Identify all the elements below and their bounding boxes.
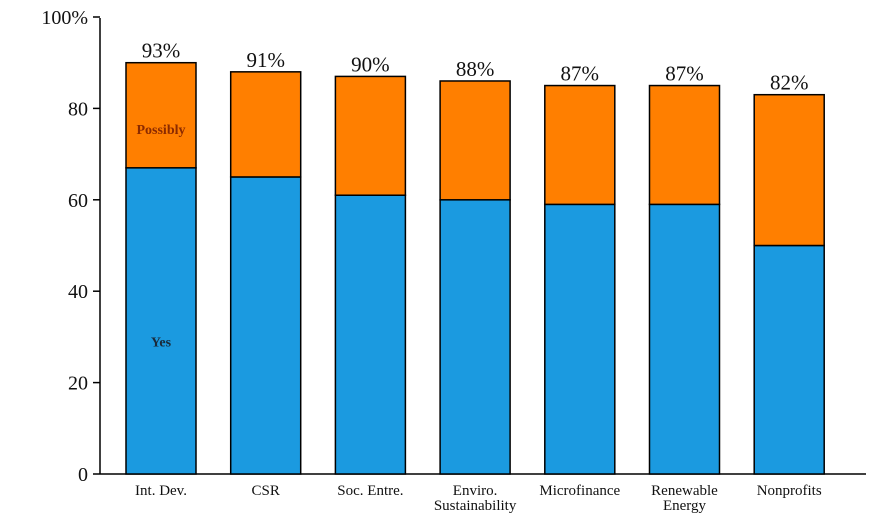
bar-possibly-segment xyxy=(753,93,825,247)
x-category-label: Soc. Entre. xyxy=(337,483,403,499)
x-category-label: Renewable xyxy=(651,483,718,499)
segment-label-possibly: Possibly xyxy=(136,123,185,138)
x-category-label: CSR xyxy=(252,483,280,499)
bar-yes-segment xyxy=(439,199,511,475)
bar-total-label: 93% xyxy=(142,39,181,63)
y-tick-label: 40 xyxy=(68,281,88,303)
x-category-label: Microfinance xyxy=(539,483,620,499)
segment-label-yes: Yes xyxy=(151,335,172,350)
bar-possibly-segment xyxy=(334,75,407,196)
labels-group: 93% Int. Dev. 91% CSR 90% Soc. Entre. 88% Envir… xyxy=(135,39,822,514)
y-tick-label: 100% xyxy=(41,7,88,29)
y-tick-label: 0 xyxy=(78,464,88,486)
y-tick-label: 60 xyxy=(68,190,88,212)
y-tick-label: 20 xyxy=(68,373,88,395)
bar-yes-segment xyxy=(334,194,407,475)
y-tick-label: 80 xyxy=(68,98,88,120)
x-category-label: Int. Dev. xyxy=(135,483,187,499)
bar-possibly-segment xyxy=(648,84,721,206)
bar-total-label: 87% xyxy=(665,62,704,86)
x-category-label: Enviro. xyxy=(453,483,498,499)
bar-yes-segment xyxy=(229,176,302,475)
bar-total-label: 90% xyxy=(351,52,390,76)
axes-group: 0 20 40 60 80 100% xyxy=(41,7,866,486)
bar-yes-segment xyxy=(648,203,721,475)
bar-possibly-segment xyxy=(544,84,616,206)
bar-possibly-segment xyxy=(229,71,302,178)
bar-total-label: 87% xyxy=(561,62,600,86)
bar-possibly-segment xyxy=(439,80,511,201)
x-category-label: Sustainability xyxy=(434,498,517,514)
bar-total-label: 88% xyxy=(456,57,495,81)
bar-total-label: 82% xyxy=(770,71,809,95)
bar-possibly-segment xyxy=(125,61,197,169)
bar-yes-segment xyxy=(544,203,616,475)
x-category-label: Energy xyxy=(663,498,707,514)
bar-total-label: 91% xyxy=(246,48,285,72)
x-category-label: Nonprofits xyxy=(757,483,822,499)
bar-yes-segment xyxy=(753,244,825,475)
bars-group xyxy=(125,61,825,475)
bar-yes-segment xyxy=(125,167,197,475)
